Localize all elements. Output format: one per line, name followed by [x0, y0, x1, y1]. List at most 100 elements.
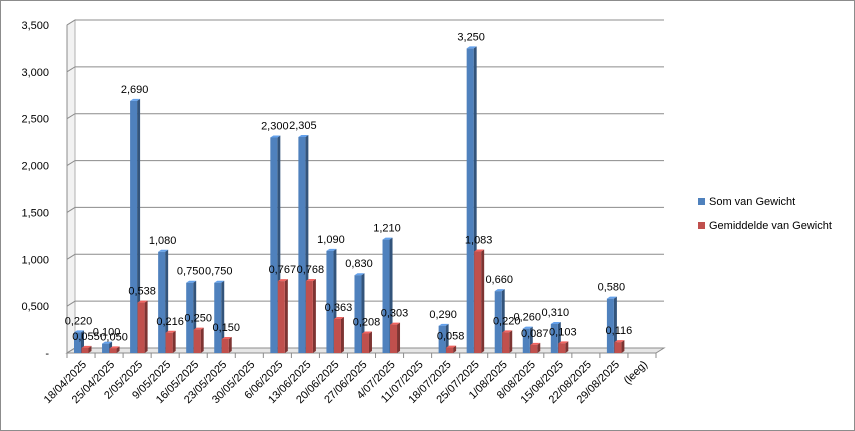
bar-top [221, 336, 232, 339]
bar [81, 347, 89, 353]
bar-side [397, 322, 401, 353]
bar-top [530, 342, 541, 345]
y-tick-label: 1,500 [21, 207, 49, 219]
data-label: 2,305 [289, 120, 317, 132]
bar [382, 239, 390, 353]
bar-top [558, 341, 569, 344]
bar-top [81, 345, 92, 348]
bar-side [221, 280, 225, 353]
gridline [66, 19, 664, 26]
data-label: 2,690 [121, 84, 149, 96]
data-label: 0,100 [93, 327, 121, 339]
bar-top [137, 300, 148, 303]
bar [193, 329, 201, 353]
bar-top [277, 279, 288, 282]
bar-side [172, 330, 176, 353]
bar-side [200, 327, 204, 353]
data-label: 0,116 [606, 325, 633, 337]
bar-top [466, 46, 477, 49]
y-tick-label: 2,000 [21, 161, 49, 173]
data-label: 0,103 [549, 326, 577, 338]
bar-side [565, 341, 569, 353]
bar-top [446, 345, 457, 348]
bar [305, 281, 313, 353]
bar-side [445, 323, 449, 353]
bar-side [340, 316, 344, 353]
bar-top [158, 249, 169, 252]
bar-side [284, 279, 288, 353]
bar-top [193, 327, 204, 330]
data-label: 0,208 [353, 317, 381, 329]
data-label: 0,087 [521, 328, 549, 340]
data-label: 0,290 [429, 309, 457, 321]
bar-top [109, 346, 120, 349]
x-tick-label: (leeg) [622, 359, 650, 387]
bar-side [481, 249, 485, 353]
bar-side [144, 300, 148, 353]
bar-top [270, 135, 281, 138]
bar [109, 348, 117, 353]
bar [614, 342, 622, 353]
gridline [66, 113, 664, 120]
bar-top [102, 341, 113, 344]
bar-top [298, 134, 309, 137]
bar-side [165, 249, 169, 353]
bar [466, 48, 474, 354]
gridline [66, 160, 664, 166]
bar-top [522, 326, 533, 329]
legend-label: Som van Gewicht [709, 196, 795, 208]
data-label: 0,220 [65, 315, 93, 327]
data-label: 0,538 [128, 286, 156, 298]
data-label: 0,150 [212, 322, 240, 334]
bar-side [621, 340, 625, 353]
data-label: 2,300 [261, 120, 289, 132]
bar-top [130, 98, 141, 101]
bar [277, 281, 285, 353]
data-label: 1,210 [373, 223, 401, 235]
bar-side [613, 296, 617, 353]
bar-side [509, 330, 513, 353]
bar [354, 275, 362, 353]
legend-label: Gemiddelde van Gewicht [709, 220, 832, 232]
data-label: 0,310 [542, 307, 570, 319]
y-tick-label: 0,500 [21, 301, 49, 313]
data-label: 0,050 [100, 331, 128, 343]
data-label: 0,216 [156, 316, 184, 328]
bar-side [88, 345, 92, 353]
gridline [66, 300, 664, 307]
bar [550, 323, 558, 353]
bar-top [186, 280, 197, 283]
bar [333, 318, 341, 353]
bar-top [550, 321, 561, 324]
bar-top [361, 331, 372, 334]
bar-top [494, 289, 505, 292]
legend-swatch [698, 198, 705, 205]
data-label: 1,090 [317, 234, 345, 246]
bar-side [312, 279, 316, 353]
data-label: 0,055 [72, 331, 100, 343]
bar-side [116, 346, 120, 353]
bar [270, 137, 278, 353]
bar-top [165, 330, 176, 333]
data-label: 0,058 [437, 331, 465, 343]
bar-top [390, 322, 401, 325]
bar-side [368, 331, 372, 353]
bar [158, 251, 166, 353]
data-label: 0,363 [325, 302, 353, 314]
bar [438, 325, 446, 353]
data-label: 0,660 [485, 274, 513, 286]
bar-side [453, 345, 457, 353]
bar [522, 328, 530, 353]
data-label: 1,083 [465, 235, 493, 247]
bar-top [214, 280, 225, 283]
bar-side [228, 336, 232, 353]
bar [137, 302, 145, 353]
y-tick-label: 3,500 [21, 20, 49, 32]
data-label: 0,768 [297, 264, 325, 276]
data-label: 0,303 [381, 308, 409, 320]
y-tick-label: 3,000 [21, 67, 49, 79]
legend-swatch [698, 222, 705, 229]
data-label: 3,250 [457, 31, 485, 43]
bar [130, 100, 138, 353]
